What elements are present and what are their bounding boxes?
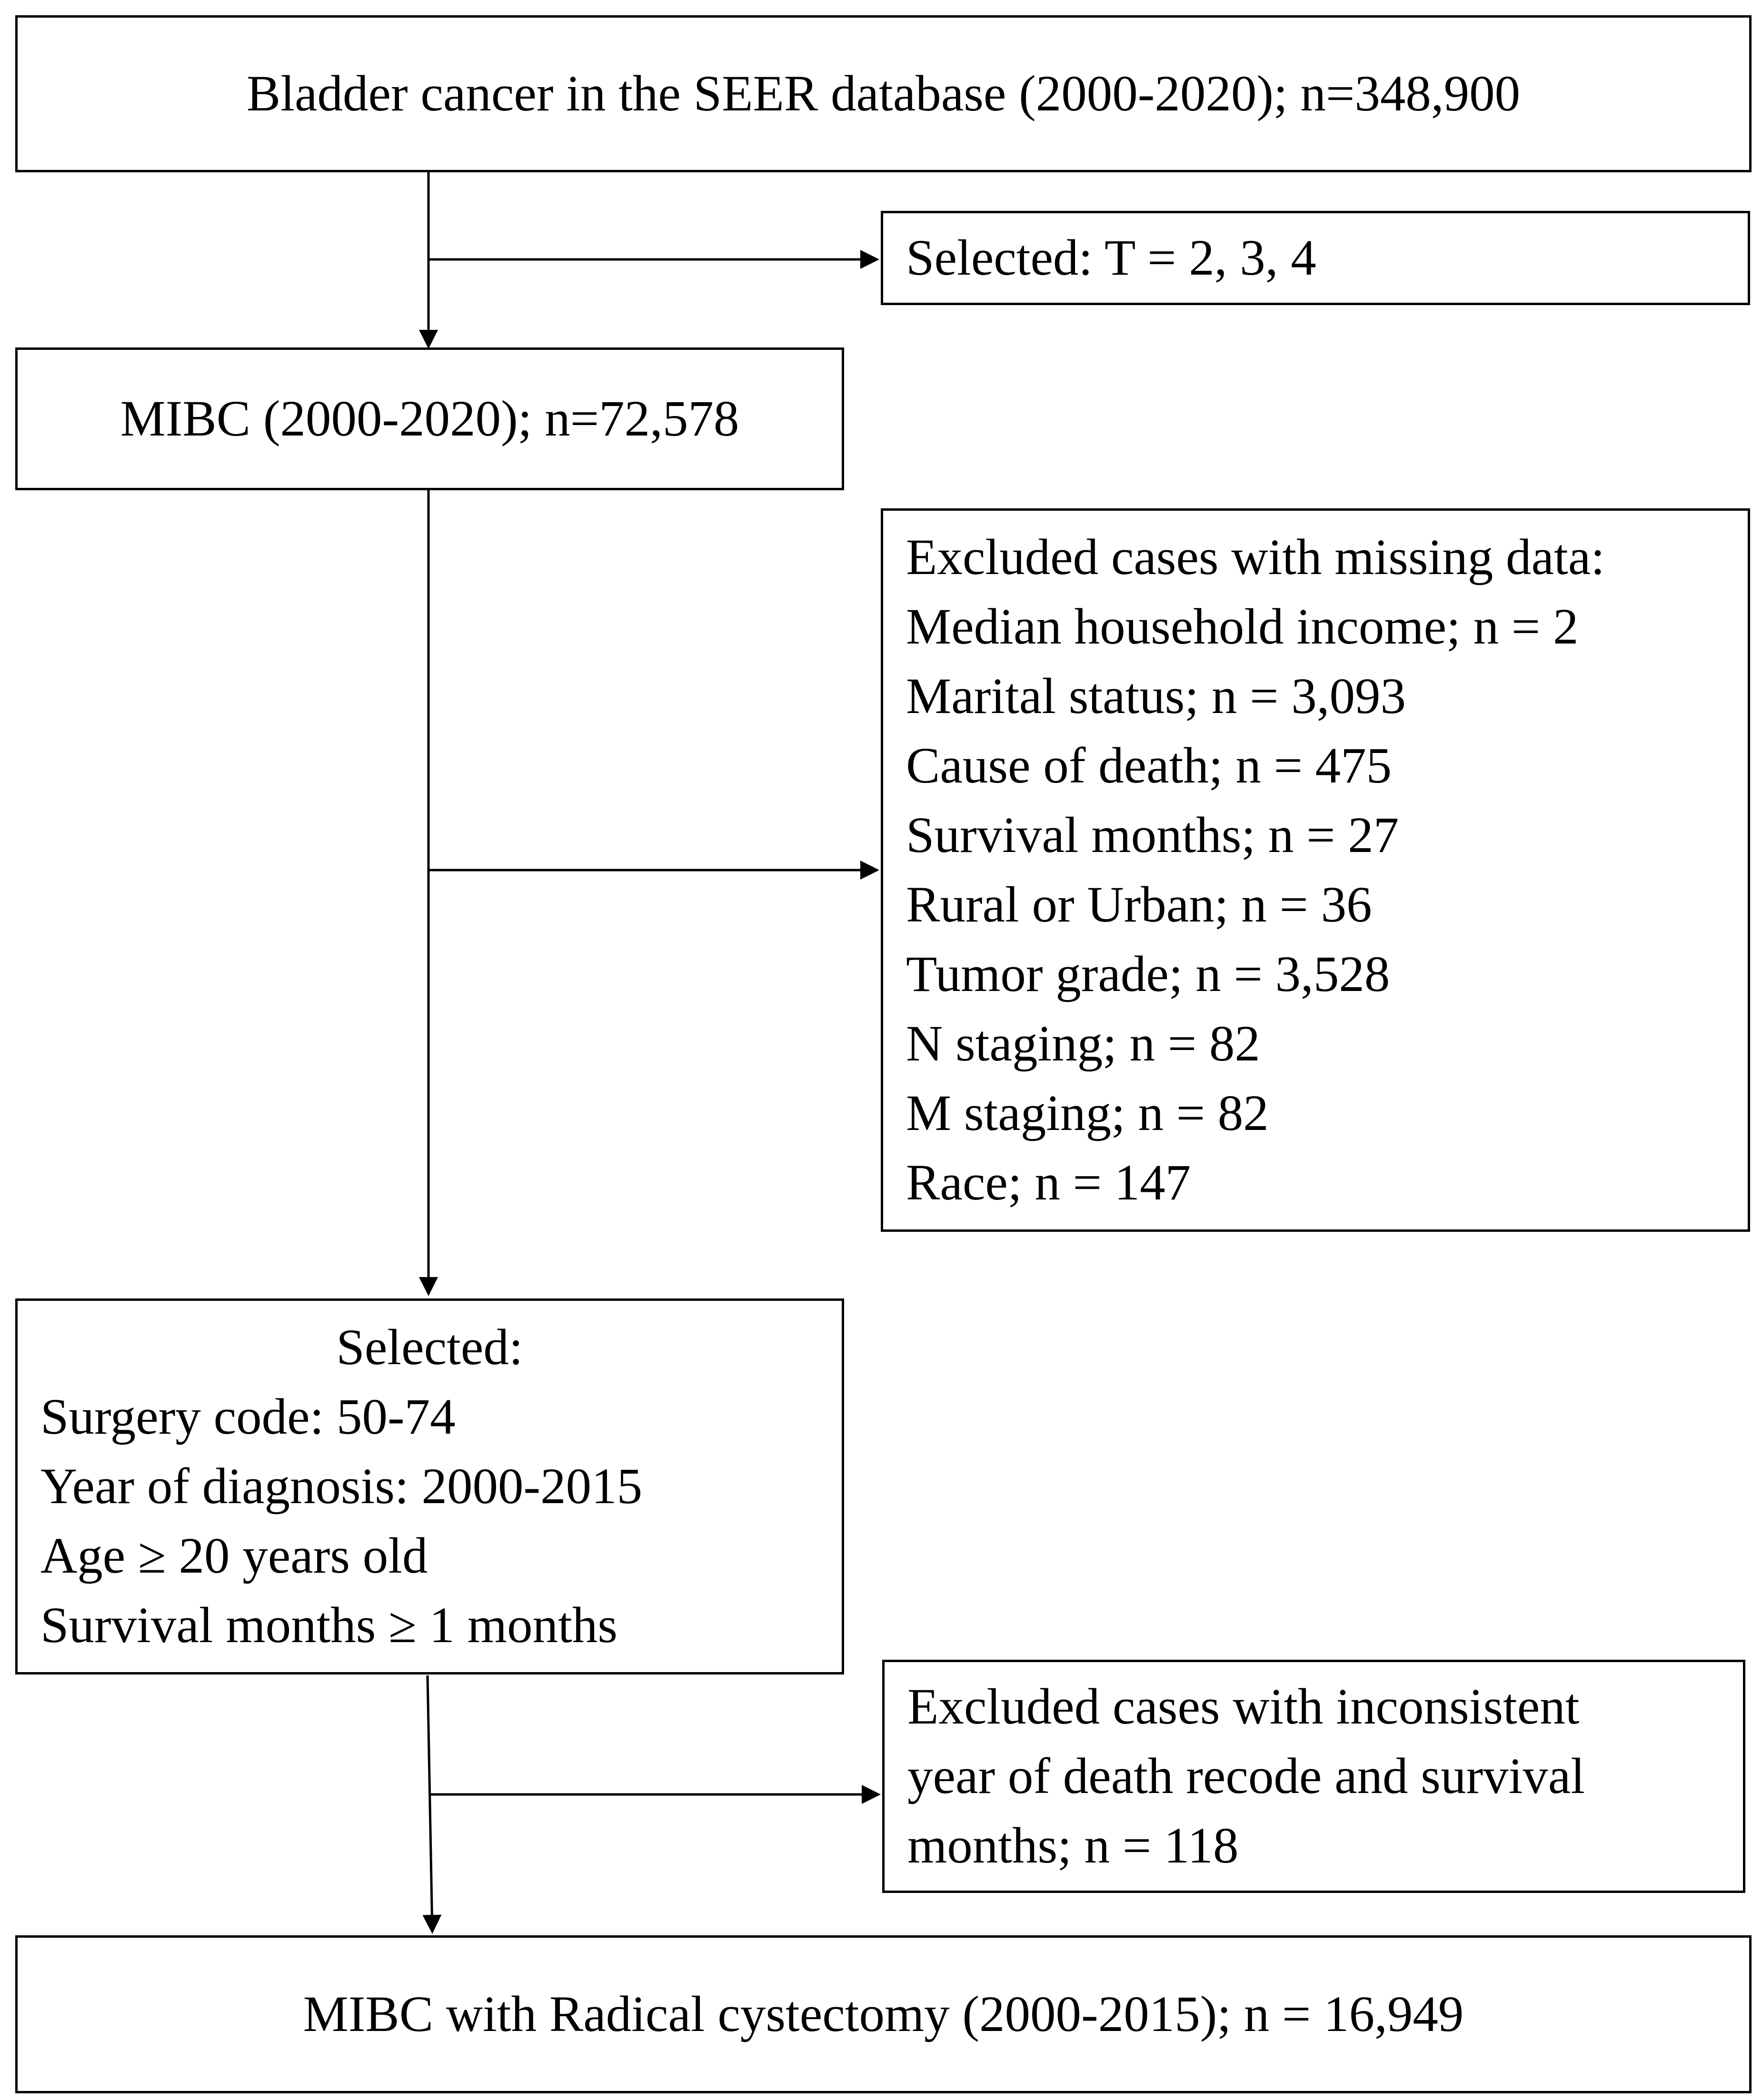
selected-criteria-item: Age ≥ 20 years old: [40, 1528, 428, 1584]
excluded-missing-item: Rural or Urban; n = 36: [906, 877, 1372, 933]
excluded-inconsistent-line: months; n = 118: [907, 1818, 1239, 1874]
excluded-missing-item: N staging; n = 82: [906, 1016, 1260, 1072]
source-text: Bladder cancer in the SEER database (200…: [246, 66, 1521, 122]
selected-criteria-item: Surgery code: 50-74: [40, 1389, 456, 1445]
excluded-missing-item: M staging; n = 82: [906, 1085, 1269, 1141]
excluded-missing-item: Marital status; n = 3,093: [906, 668, 1406, 724]
arrow-selected-to-final: [422, 1675, 442, 1934]
selected-criteria-box: Selected: Surgery code: 50-74 Year of di…: [15, 1298, 844, 1674]
final-box: MIBC with Radical cystectomy (2000-2015)…: [15, 1935, 1752, 2093]
excluded-missing-item: Race; n = 147: [906, 1155, 1191, 1211]
excluded-inconsistent-line: Excluded cases with inconsistent: [907, 1679, 1580, 1735]
final-text: MIBC with Radical cystectomy (2000-2015)…: [303, 1986, 1464, 2042]
mibc-box: MIBC (2000-2020); n=72,578: [15, 347, 844, 490]
excluded-missing-item: Cause of death; n = 475: [906, 738, 1392, 794]
excluded-missing-item: Tumor grade; n = 3,528: [906, 946, 1390, 1002]
excluded-missing-heading: Excluded cases with missing data:: [906, 529, 1605, 585]
excluded-inconsistent-line: year of death recode and survival: [907, 1748, 1585, 1804]
filter-t-box: Selected: T = 2, 3, 4: [881, 211, 1750, 305]
source-box: Bladder cancer in the SEER database (200…: [15, 15, 1752, 172]
selected-criteria-item: Survival months ≥ 1 months: [40, 1597, 618, 1654]
selected-criteria-heading: Selected:: [336, 1319, 523, 1376]
selected-criteria-item: Year of diagnosis: 2000-2015: [40, 1458, 643, 1515]
excluded-missing-item: Survival months; n = 27: [906, 807, 1399, 863]
mibc-text: MIBC (2000-2020); n=72,578: [120, 391, 739, 447]
excluded-missing-box: Excluded cases with missing data: Median…: [881, 508, 1750, 1232]
excluded-inconsistent-box: Excluded cases with inconsistent year of…: [882, 1660, 1745, 1893]
filter-t-text: Selected: T = 2, 3, 4: [906, 230, 1316, 286]
excluded-missing-item: Median household income; n = 2: [906, 599, 1579, 655]
